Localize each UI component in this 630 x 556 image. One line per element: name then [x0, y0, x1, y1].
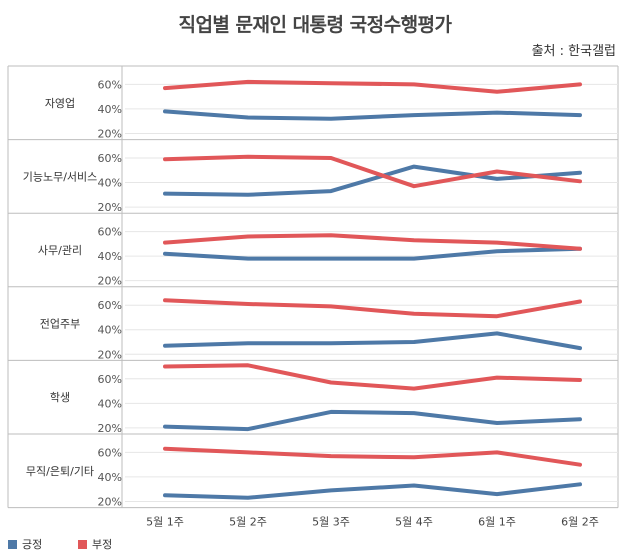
series-line-positive	[163, 409, 582, 432]
y-tick-label: 40%	[98, 177, 122, 190]
x-tick-label: 6월 2주	[561, 516, 599, 529]
x-tick-label: 5월 3주	[312, 516, 350, 529]
panel-label: 기능노무/서비스	[23, 170, 98, 183]
series-line-positive	[163, 109, 582, 121]
series-line-negative	[163, 79, 582, 94]
series-line-positive	[163, 246, 582, 261]
y-tick-label: 20%	[98, 275, 122, 288]
y-tick-label: 20%	[98, 127, 122, 140]
series-line-positive	[163, 331, 582, 351]
panel-label: 학생	[50, 391, 70, 404]
y-tick-label: 20%	[98, 495, 122, 508]
y-tick-label: 20%	[98, 201, 122, 214]
y-tick-label: 40%	[98, 471, 122, 484]
panel-label: 무직/은퇴/기타	[26, 465, 94, 478]
y-tick-label: 40%	[98, 103, 122, 116]
x-tick-label: 5월 1주	[146, 516, 184, 529]
panel-label: 자영업	[45, 97, 75, 110]
chart-title: 직업별 문재인 대통령 국정수행평가	[178, 14, 452, 36]
y-tick-label: 20%	[98, 348, 122, 361]
y-tick-label: 60%	[98, 373, 122, 386]
y-tick-label: 60%	[98, 446, 122, 459]
y-tick-label: 60%	[98, 152, 122, 165]
panel-label: 사무/관리	[38, 244, 82, 257]
series-line-negative	[163, 363, 582, 391]
panel-label: 전업주부	[40, 318, 80, 331]
series-line-negative	[163, 154, 582, 189]
series-line-negative	[163, 233, 582, 251]
y-tick-label: 40%	[98, 397, 122, 410]
series-line-positive	[163, 482, 582, 500]
legend-negative-swatch	[78, 539, 87, 549]
y-tick-label: 40%	[98, 324, 122, 337]
legend-positive-label: 긍정	[22, 538, 43, 551]
legend-negative-label: 부정	[92, 538, 113, 551]
legend-positive-swatch	[8, 539, 17, 549]
x-tick-label: 6월 1주	[478, 516, 516, 529]
y-tick-label: 20%	[98, 422, 122, 435]
legend-negative: 부정	[78, 536, 112, 552]
series-line-positive	[163, 164, 582, 197]
x-tick-label: 5월 2주	[229, 516, 267, 529]
series-line-negative	[163, 446, 582, 467]
x-tick-label: 5월 4주	[395, 516, 433, 529]
y-tick-label: 60%	[98, 226, 122, 239]
source-label: 출처 : 한국갤럽	[531, 44, 616, 59]
y-tick-label: 60%	[98, 78, 122, 91]
legend-positive: 긍정	[8, 536, 42, 552]
y-tick-label: 40%	[98, 250, 122, 263]
y-tick-label: 60%	[98, 299, 122, 312]
series-line-negative	[163, 298, 582, 319]
